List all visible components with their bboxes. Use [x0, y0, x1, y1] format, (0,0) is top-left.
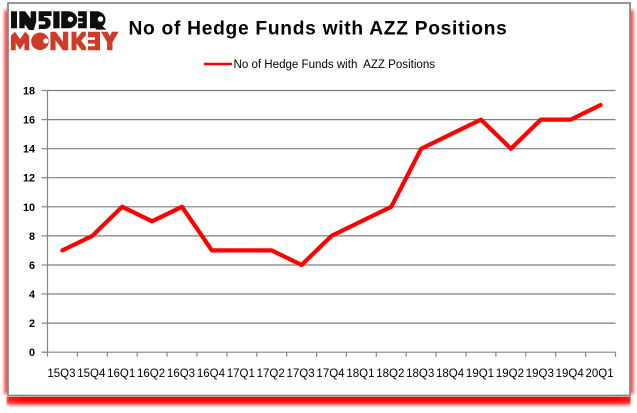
svg-text:4: 4: [29, 289, 35, 301]
svg-text:No of Hedge Funds with AZZ Po: No of Hedge Funds with AZZ Positions: [234, 59, 436, 71]
svg-text:19Q1: 19Q1: [466, 368, 494, 380]
svg-text:6: 6: [29, 260, 35, 272]
svg-text:15Q3: 15Q3: [47, 368, 75, 380]
svg-text:16: 16: [23, 115, 35, 127]
svg-text:14: 14: [23, 144, 35, 156]
svg-text:12: 12: [23, 173, 35, 185]
svg-text:16Q3: 16Q3: [167, 368, 195, 380]
svg-text:19Q2: 19Q2: [496, 368, 524, 380]
svg-text:16Q2: 16Q2: [137, 368, 165, 380]
svg-text:17Q3: 17Q3: [287, 368, 315, 380]
svg-text:8: 8: [29, 231, 35, 243]
svg-text:No of Hedge Funds with AZZ Pos: No of Hedge Funds with AZZ Positions: [128, 18, 507, 39]
svg-text:17Q4: 17Q4: [316, 368, 345, 380]
svg-text:16Q1: 16Q1: [107, 368, 135, 380]
svg-text:17Q1: 17Q1: [227, 368, 255, 380]
svg-text:18Q3: 18Q3: [406, 368, 434, 380]
svg-text:15Q4: 15Q4: [77, 368, 106, 380]
svg-text:10: 10: [23, 202, 35, 214]
svg-text:18Q2: 18Q2: [376, 368, 404, 380]
svg-text:19Q4: 19Q4: [556, 368, 585, 380]
svg-text:18Q1: 18Q1: [346, 368, 374, 380]
svg-text:19Q3: 19Q3: [526, 368, 554, 380]
svg-text:18Q4: 18Q4: [436, 368, 465, 380]
svg-text:2: 2: [29, 318, 35, 330]
svg-text:0: 0: [29, 347, 35, 359]
svg-text:20Q1: 20Q1: [586, 368, 614, 380]
svg-text:18: 18: [23, 86, 35, 98]
svg-text:16Q4: 16Q4: [197, 368, 226, 380]
svg-text:17Q2: 17Q2: [257, 368, 285, 380]
